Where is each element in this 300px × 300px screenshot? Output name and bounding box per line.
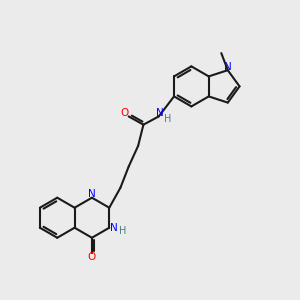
Text: N: N: [224, 62, 232, 72]
Text: H: H: [164, 114, 172, 124]
Text: O: O: [88, 253, 96, 262]
Text: N: N: [88, 189, 96, 199]
Text: O: O: [120, 109, 128, 118]
Text: N: N: [110, 223, 117, 233]
Text: N: N: [156, 109, 164, 118]
Text: H: H: [119, 226, 126, 236]
